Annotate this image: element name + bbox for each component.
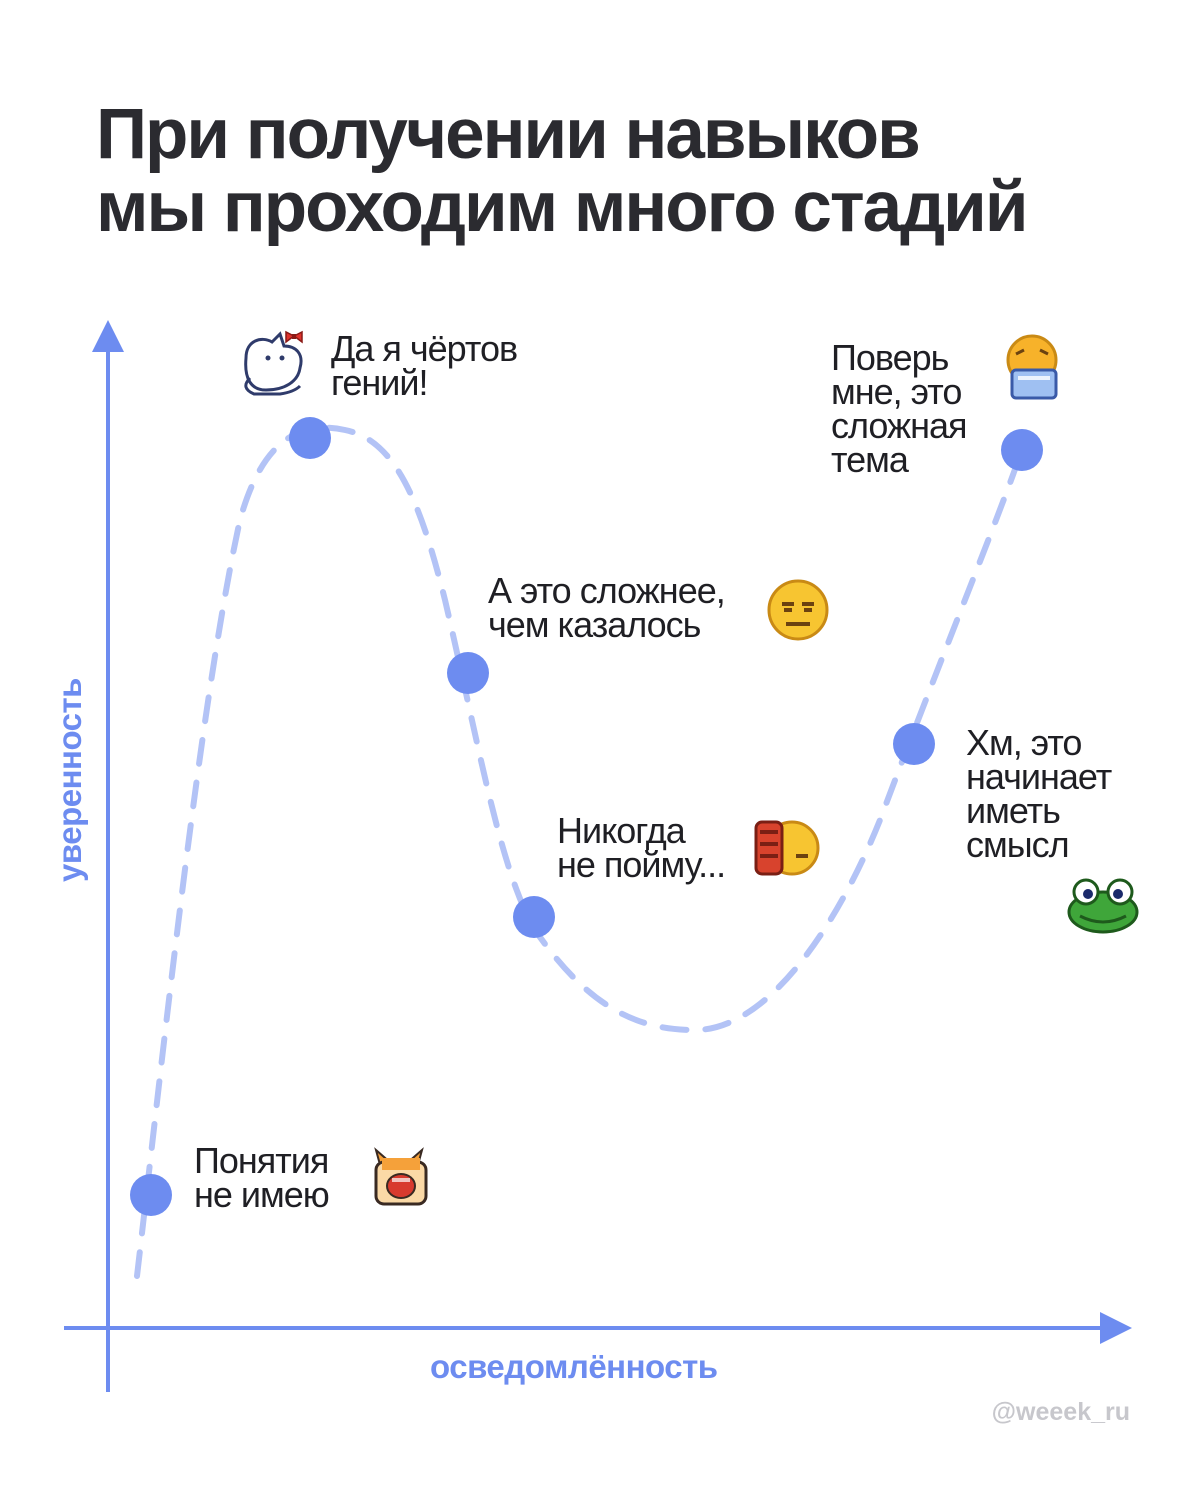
face-with-laptop-icon: [1006, 334, 1058, 400]
y-axis-arrow-icon: [92, 320, 124, 352]
title-line-1: При получении навыков: [96, 95, 921, 174]
stage-label-line: Никогда: [557, 810, 686, 851]
x-axis-arrow-icon: [1100, 1312, 1132, 1344]
page-title: При получении навыков мы проходим много …: [96, 98, 1156, 244]
stage-label-makes-sense: Хм, это начинает иметь смысл: [966, 722, 1112, 865]
stage-point-no-idea: [130, 1174, 172, 1216]
stage-label-line: Да я чёртов: [331, 328, 518, 369]
facepalm-face-icon: [754, 820, 820, 876]
stage-label-line: Хм, это: [966, 722, 1082, 763]
white-cat-with-bow-icon: [244, 330, 303, 396]
stage-label-line: Поверь: [831, 337, 949, 378]
stage-label-line: иметь: [966, 790, 1061, 831]
stage-label-complex-topic: Поверь мне, это сложная тема: [831, 337, 968, 480]
stage-point-genius: [289, 417, 331, 459]
stage-label-line: Понятия: [194, 1140, 329, 1181]
stage-label-line: гений!: [331, 362, 428, 403]
stage-label-no-idea: Понятия не имею: [194, 1140, 330, 1215]
frog-icon: [1067, 878, 1139, 934]
stage-label-line: смысл: [966, 824, 1070, 865]
stage-label-line: тема: [831, 439, 909, 480]
stage-label-line: чем казалось: [488, 604, 701, 645]
stage-label-line: мне, это: [831, 371, 962, 412]
stage-label-line: А это сложнее,: [488, 570, 726, 611]
stage-point-never-understand: [513, 896, 555, 938]
stage-label-line: начинает: [966, 756, 1112, 797]
stage-point-complex-topic: [1001, 429, 1043, 471]
stage-label-line: сложная: [831, 405, 968, 446]
stage-label-never-understand: Никогда не пойму...: [557, 810, 726, 885]
confidence-curve: [134, 424, 1025, 1279]
stage-points: [130, 417, 1043, 1216]
stage-point-makes-sense: [893, 723, 935, 765]
author-handle: @weeek_ru: [991, 1398, 1130, 1426]
neutral-face-icon: [767, 579, 829, 641]
y-axis-label: уверенность: [51, 678, 88, 882]
axes: [64, 320, 1132, 1392]
stage-label-harder: А это сложнее, чем казалось: [488, 570, 726, 645]
x-axis-label: осведомлённость: [430, 1348, 718, 1385]
stage-label-genius: Да я чёртов гений!: [331, 328, 518, 403]
stage-point-harder: [447, 652, 489, 694]
screaming-cat-icon: [374, 1147, 428, 1206]
title-line-2: мы проходим много стадий: [96, 168, 1028, 247]
stage-label-line: не имею: [194, 1174, 330, 1215]
stage-label-line: не пойму...: [557, 844, 726, 885]
